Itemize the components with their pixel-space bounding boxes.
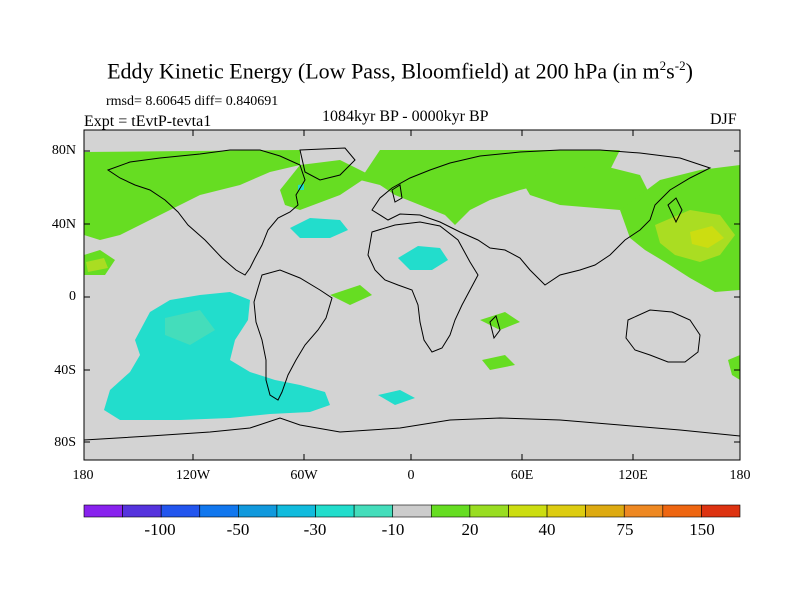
australia-coast	[625, 309, 701, 363]
colorbar-swatch	[662, 504, 702, 518]
west-pacific-orange-core	[690, 226, 724, 248]
eurasia-positive-region	[360, 150, 620, 225]
north-america-coast	[106, 149, 306, 276]
south-pacific-negative-region	[104, 292, 330, 420]
colorbar-swatch	[508, 504, 548, 518]
colorbar-label: 150	[689, 520, 715, 539]
south-pacific-light-core	[165, 310, 215, 345]
x-tick-label: 0	[407, 468, 415, 483]
colorbar-label: -100	[144, 520, 176, 539]
mid-atlantic-negative-region	[290, 218, 348, 238]
colorbar-swatch	[701, 504, 741, 518]
australia-east-positive-region	[728, 355, 740, 380]
axis-ticks	[84, 130, 740, 460]
colorbar-swatch	[469, 504, 509, 518]
y-tick-label: 0	[69, 289, 76, 304]
madagascar-coast	[489, 315, 501, 340]
title-mid: s	[666, 58, 675, 84]
tropical-atlantic-positive-region	[330, 285, 372, 305]
x-tick-label: 60E	[510, 468, 534, 483]
colorbar-swatch	[122, 504, 162, 518]
map-field	[84, 130, 740, 460]
south-america-coast	[253, 269, 333, 401]
colorbar-swatch	[430, 504, 471, 518]
south-atlantic-negative-region	[378, 390, 415, 405]
title-sup-1: 2	[659, 58, 667, 73]
antarctica-coast	[84, 417, 740, 441]
colorbar-swatch	[160, 504, 201, 518]
colorbar-swatch	[585, 504, 625, 518]
colorbar	[83, 504, 741, 518]
colorbar-swatch	[238, 504, 278, 518]
north-pacific-positive-region	[84, 150, 300, 240]
y-tick-label: 40S	[54, 363, 76, 378]
uk-coast	[391, 184, 403, 203]
x-tick-label: 120E	[618, 468, 648, 483]
stats-text: rmsd= 8.60645 diff= 0.840691	[106, 94, 279, 109]
greenland-coast	[299, 147, 356, 181]
title-sup-2: -2	[674, 58, 686, 73]
africa-coast	[367, 221, 479, 353]
central-asia-positive-region	[520, 165, 650, 210]
coastlines	[84, 147, 740, 441]
north-pacific-yellow-core	[86, 258, 108, 272]
y-tick-label: 80S	[54, 435, 76, 450]
madagascar-positive-region	[480, 312, 520, 330]
colorbar-swatch	[353, 504, 394, 518]
japan-coast	[667, 197, 683, 224]
title-end: )	[685, 58, 693, 84]
y-tick-label: 40N	[51, 217, 76, 232]
indian-ocean-positive-region	[482, 355, 515, 370]
colorbar-label: -50	[226, 520, 250, 539]
x-tick-label: 180	[72, 468, 94, 483]
colorbar-swatch	[546, 504, 586, 518]
eurasia-coast	[371, 149, 712, 286]
colorbar-swatch	[392, 504, 432, 518]
colorbar-swatch	[276, 504, 316, 518]
colorbar-label: 40	[538, 520, 556, 539]
title-main: Eddy Kinetic Energy (Low Pass, Bloomfiel…	[107, 58, 660, 84]
colorbar-swatch	[83, 504, 123, 518]
period-label: 1084kyr BP - 0000kyr BP	[322, 108, 489, 125]
colorbar-swatch	[315, 504, 355, 518]
x-tick-label: 180	[729, 468, 751, 483]
x-tick-label: 60W	[290, 468, 318, 483]
colorbar-label: 75	[616, 520, 634, 539]
experiment-label: Expt = tEvtP-tevta1	[84, 113, 212, 130]
colorbar-label: -10	[381, 520, 405, 539]
y-tick-label: 80N	[51, 143, 76, 158]
sahara-negative-region	[398, 246, 448, 270]
plot-title: Eddy Kinetic Energy (Low Pass, Bloomfiel…	[0, 58, 800, 84]
map-frame	[83, 129, 741, 461]
x-tick-label: 120W	[175, 468, 211, 483]
season-label: DJF	[710, 111, 737, 128]
colorbar-swatch	[199, 504, 239, 518]
colorbar-label: -30	[303, 520, 327, 539]
colorbar-swatch	[623, 504, 664, 518]
colorbar-label: 20	[461, 520, 479, 539]
